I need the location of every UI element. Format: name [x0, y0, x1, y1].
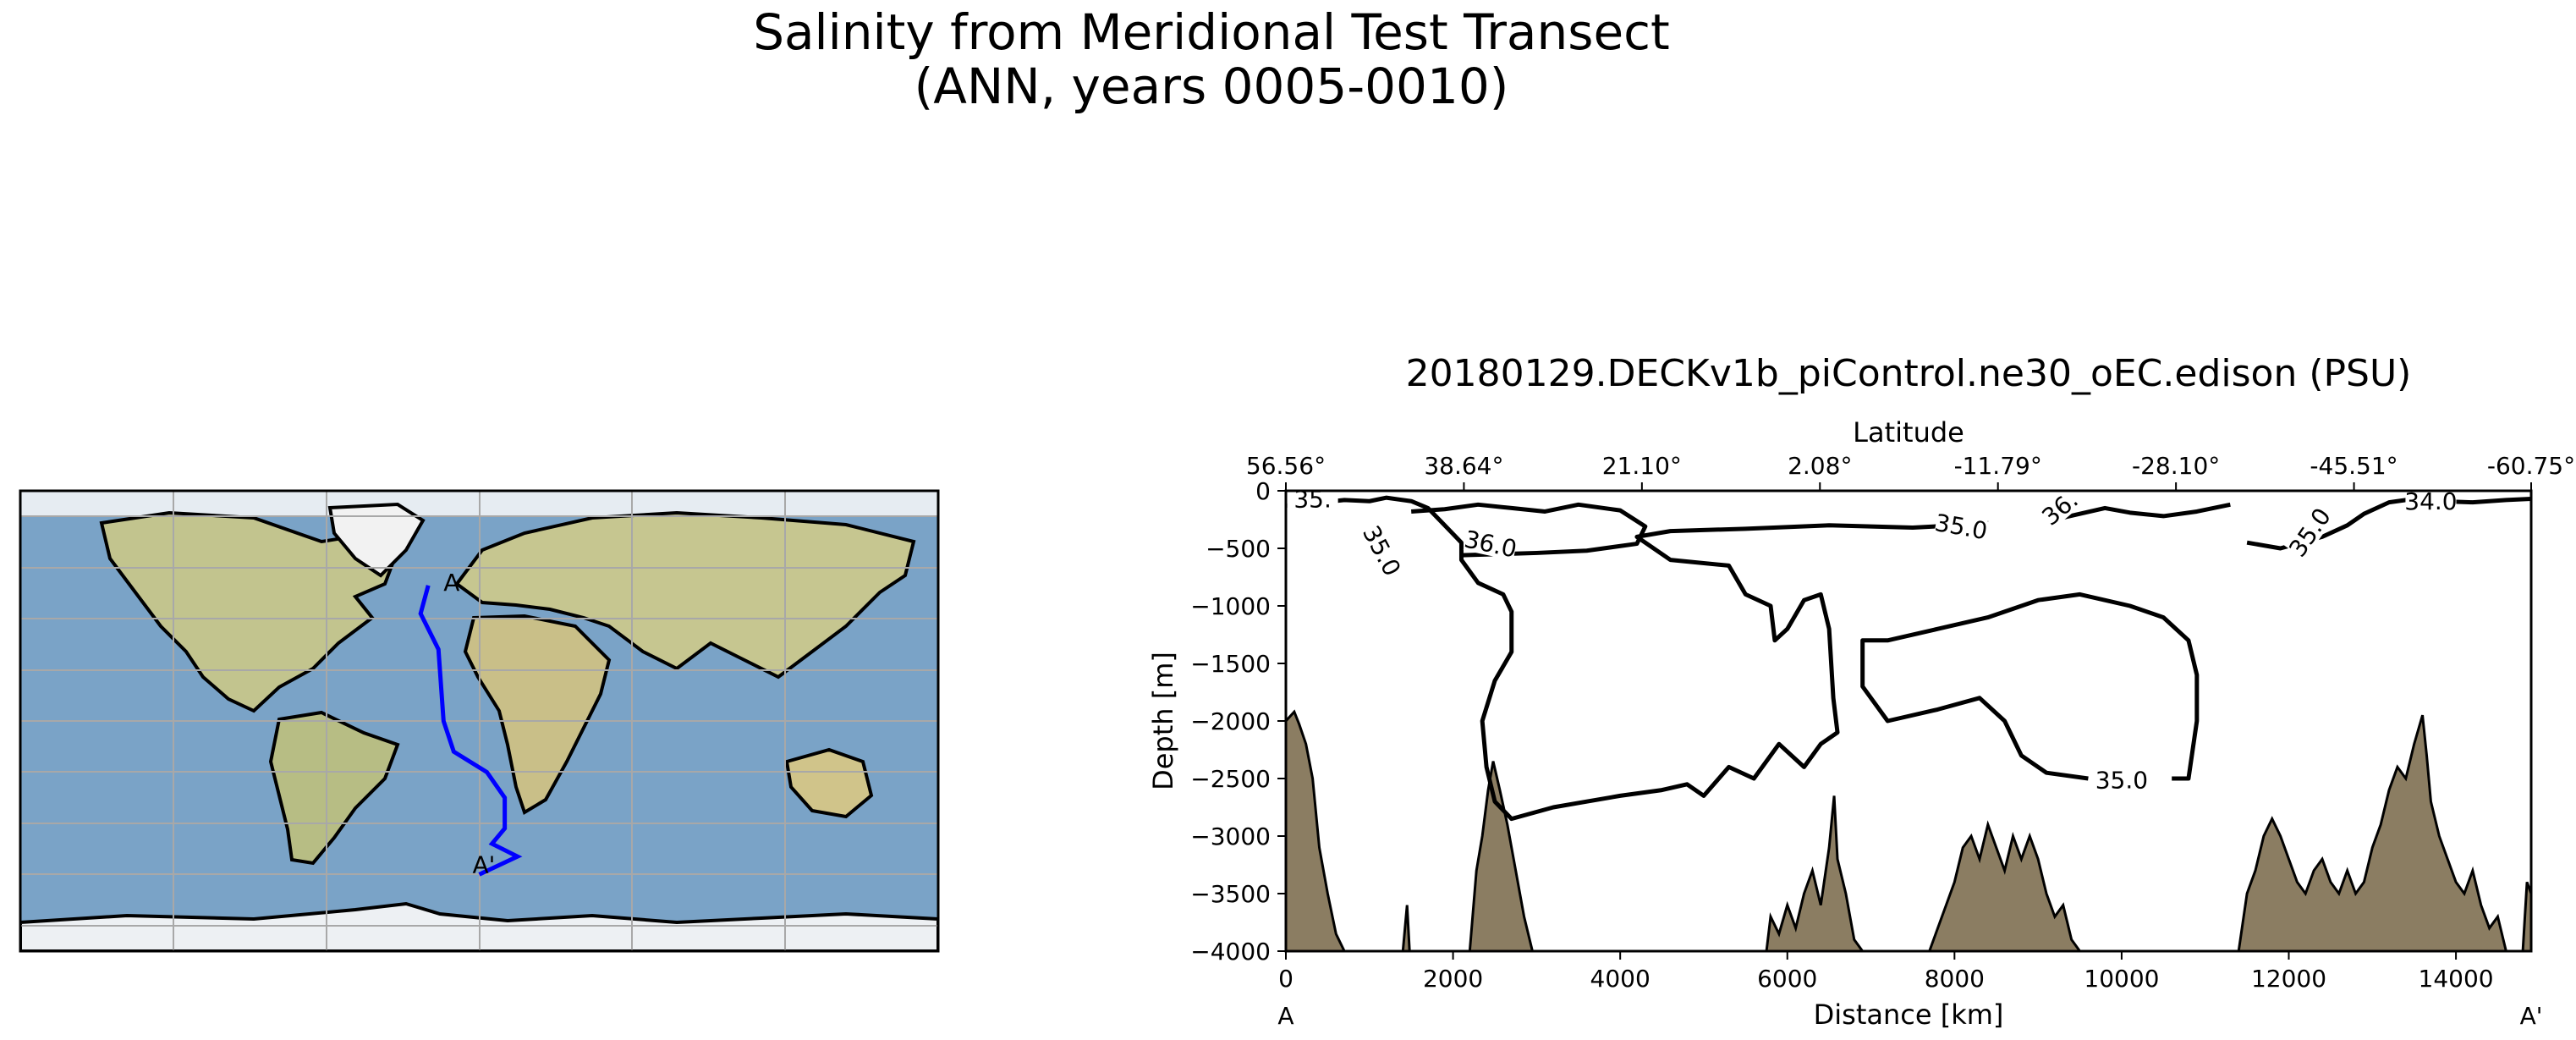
top-tick-label: -60.75°	[2487, 452, 2575, 480]
contour-label-bg	[1934, 509, 1989, 543]
top-tick-label: -28.10°	[2132, 452, 2220, 480]
x-tick-label: 4000	[1590, 965, 1651, 993]
contour-line-36.0-3	[2054, 502, 2231, 522]
x-tick-label: 6000	[1757, 965, 1817, 993]
x-tick-label: 10000	[2084, 965, 2159, 993]
x-tick-label: 8000	[1925, 965, 1985, 993]
top-tick-label: 56.56°	[1246, 452, 1326, 480]
figure-title-line2: (ANN, years 0005-0010)	[915, 58, 1509, 115]
contour-line-35.0-0	[1286, 495, 1989, 822]
contour-label-7: 35.	[1293, 486, 1332, 514]
australia-land	[784, 747, 874, 819]
contour-line-35.0-4	[2246, 495, 2423, 551]
map-frame	[19, 489, 940, 953]
contour-line-36.0-2	[1411, 502, 1648, 558]
y-tick-label: 0	[1255, 477, 1271, 505]
y-tick-label: −3500	[1190, 880, 1271, 908]
transect-start-label: A	[443, 569, 459, 597]
y-tick-label: −4000	[1190, 938, 1271, 966]
top-tick-label: 2.08°	[1788, 452, 1852, 480]
contour-label-bg	[2283, 503, 2334, 560]
transect-line	[418, 585, 523, 877]
south-america-land	[268, 710, 400, 866]
y-tick-label: −3000	[1190, 823, 1271, 850]
left-end-label: A	[1277, 1002, 1293, 1030]
africa-land	[463, 614, 612, 815]
contour-label-5: 34.0	[2404, 487, 2457, 515]
contour-label-bg	[1359, 521, 1406, 579]
y-tick-label: −500	[1206, 535, 1271, 563]
top-axis-label: Latitude	[1853, 416, 1964, 448]
chart-title: 20180129.DECKv1b_piControl.ne30_oEC.edis…	[1406, 352, 2412, 395]
contour-label-bg	[2095, 766, 2147, 792]
y-tick-label: −1500	[1190, 650, 1271, 678]
top-tick-label: 21.10°	[1602, 452, 1682, 480]
greenland-land	[327, 502, 426, 578]
x-tick-label: 2000	[1423, 965, 1483, 993]
x-tick-label: 0	[1278, 965, 1293, 993]
contour-label-6: 35.0	[2095, 766, 2148, 794]
contour-label-bg	[2031, 481, 2087, 534]
x-tick-label: 14000	[2419, 965, 2494, 993]
europe-asia-land	[454, 510, 916, 680]
map-panel: A A'	[19, 489, 940, 953]
bathymetry-fill	[1286, 709, 2531, 951]
top-tick-label: -11.79°	[1954, 452, 2042, 480]
y-tick-label: −1000	[1190, 592, 1271, 620]
top-tick-label: 38.64°	[1424, 452, 1503, 480]
y-axis-label: Depth [m]	[1147, 652, 1179, 790]
x-axis-label: Distance [km]	[1814, 999, 2004, 1031]
figure-title-line1: Salinity from Meridional Test Transect	[753, 3, 1670, 61]
y-tick-label: −2500	[1190, 765, 1271, 793]
x-tick-label: 12000	[2251, 965, 2326, 993]
top-tick-label: -45.51°	[2310, 452, 2397, 480]
transect-end-label: A'	[473, 850, 496, 878]
y-tick-label: −2000	[1190, 707, 1271, 735]
transect-chart: 20180129.DECKv1b_piControl.ne30_oEC.edis…	[1147, 352, 2575, 1031]
contour-label-bg	[1463, 525, 1519, 561]
contour-line-35.0-1	[1860, 592, 2200, 781]
right-end-label: A'	[2520, 1002, 2543, 1030]
